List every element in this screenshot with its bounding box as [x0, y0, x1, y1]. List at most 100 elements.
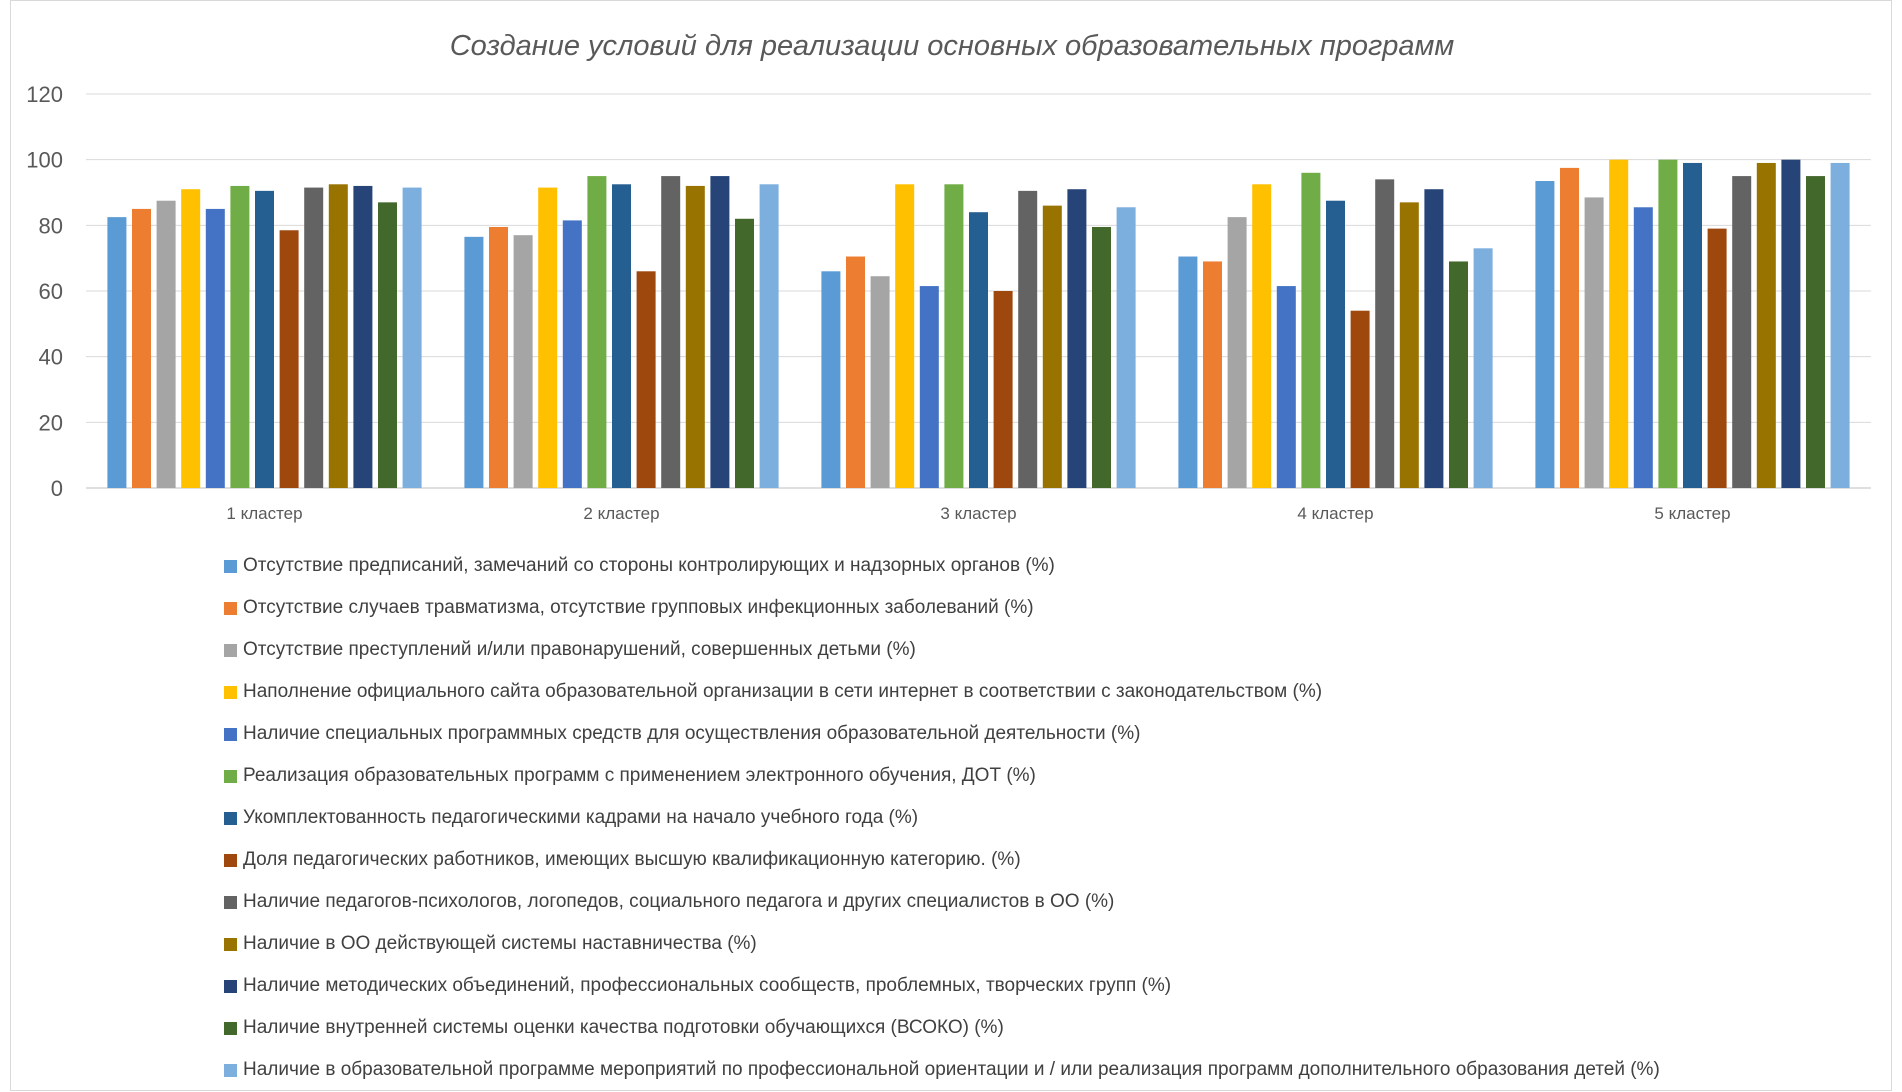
bar: [919, 286, 939, 488]
bar-chart: Создание условий для реализации основных…: [26, 30, 1871, 523]
legend-label: Доля педагогических работников, имеющих …: [243, 849, 1021, 870]
legend-label: Наличие в образовательной программе меро…: [243, 1059, 1660, 1080]
bar: [1781, 159, 1801, 489]
bar: [378, 202, 397, 488]
bar: [661, 176, 681, 488]
bar: [1178, 256, 1198, 488]
legend-item: Реализация образовательных программ с пр…: [224, 755, 1824, 797]
legend-swatch: [224, 1021, 237, 1035]
chart-title: Создание условий для реализации основных…: [450, 30, 1455, 62]
bar: [636, 271, 656, 488]
bar: [944, 184, 964, 489]
legend-item: Укомплектованность педагогическими кадра…: [224, 797, 1824, 839]
bar: [1658, 159, 1678, 489]
y-tick-label: 120: [26, 82, 63, 107]
bar: [1116, 207, 1136, 488]
bar: [1830, 162, 1850, 488]
legend-item: Наличие специальных программных средств …: [224, 713, 1824, 755]
legend-swatch: [224, 811, 237, 825]
bar: [402, 187, 422, 488]
legend-item: Отсутствие предписаний, замечаний со сто…: [224, 545, 1824, 587]
legend-label: Реализация образовательных программ с пр…: [243, 765, 1036, 786]
bar: [1560, 167, 1579, 489]
bar: [1609, 159, 1629, 489]
legend-swatch: [224, 895, 237, 909]
bar: [156, 200, 176, 488]
legend-swatch: [224, 727, 237, 741]
bar: [279, 230, 299, 488]
legend-swatch: [224, 601, 237, 615]
y-tick-label: 100: [26, 148, 63, 173]
legend-label: Наличие в ОО действующей системы наставн…: [243, 933, 757, 954]
bar: [1732, 176, 1752, 488]
bar: [1424, 189, 1444, 488]
bar: [895, 184, 915, 489]
bar: [612, 184, 631, 489]
bar: [107, 217, 127, 489]
legend-label: Отсутствие предписаний, замечаний со сто…: [243, 555, 1055, 576]
legend-item: Отсутствие преступлений и/или правонаруш…: [224, 629, 1824, 671]
x-axis-ticks: 1 кластер 2 кластер 3 кластер 4 кластер 5 кл…: [226, 504, 1730, 523]
bar: [1276, 286, 1296, 488]
legend-item: Доля педагогических работников, имеющих …: [224, 839, 1824, 881]
bar: [304, 187, 324, 488]
bar: [587, 176, 607, 488]
bar: [1301, 172, 1321, 489]
bar: [969, 212, 988, 488]
legend-item: Наличие в образовательной программе меро…: [224, 1049, 1824, 1091]
legend-item: Наличие в ОО действующей системы наставн…: [224, 923, 1824, 965]
legend-label: Наличие методических объединений, профес…: [243, 975, 1172, 996]
bar: [1683, 162, 1702, 488]
bar: [1067, 189, 1087, 488]
bar: [205, 208, 225, 489]
bar: [1584, 197, 1604, 489]
bar: [1756, 162, 1776, 488]
bar: [132, 208, 151, 489]
bar: [710, 176, 730, 488]
legend-swatch: [224, 937, 237, 951]
y-tick-label: 40: [39, 345, 63, 370]
legend-item: Наличие внутренней системы оценки качест…: [224, 1007, 1824, 1049]
bar: [1227, 217, 1247, 489]
bar: [328, 184, 348, 489]
bar: [1473, 248, 1493, 488]
legend-item: Наличие методических объединений, профес…: [224, 965, 1824, 1007]
legend: Отсутствие предписаний, замечаний со сто…: [224, 545, 1824, 1091]
legend-item: Отсутствие случаев травматизма, отсутств…: [224, 587, 1824, 629]
legend-swatch: [224, 559, 237, 573]
bar: [230, 185, 250, 488]
legend-item: Наполнение официального сайта образовате…: [224, 671, 1824, 713]
legend-swatch: [224, 769, 237, 783]
bar: [1092, 226, 1111, 489]
x-tick-label: 2 кластер: [583, 504, 659, 523]
legend-label: Наличие педагогов-психологов, логопедов,…: [243, 891, 1115, 912]
legend-swatch: [224, 1063, 237, 1077]
bar: [1326, 200, 1345, 488]
legend-label: Отсутствие случаев травматизма, отсутств…: [243, 597, 1034, 618]
bar: [821, 271, 841, 488]
bar: [846, 256, 865, 488]
y-tick-label: 0: [51, 476, 63, 501]
legend-swatch: [224, 979, 237, 993]
bar: [464, 236, 484, 488]
bar: [993, 291, 1013, 488]
bar: [489, 226, 508, 489]
x-tick-label: 5 кластер: [1654, 504, 1730, 523]
bar: [513, 235, 533, 488]
y-tick-label: 80: [39, 213, 63, 238]
x-tick-label: 3 кластер: [940, 504, 1016, 523]
bar: [1203, 261, 1222, 488]
x-tick-label: 4 кластер: [1297, 504, 1373, 523]
x-tick-label: 1 кластер: [226, 504, 302, 523]
legend-label: Наличие внутренней системы оценки качест…: [243, 1017, 1004, 1038]
bar: [562, 220, 582, 488]
legend-item: Наличие педагогов-психологов, логопедов,…: [224, 881, 1824, 923]
bar: [685, 185, 705, 488]
legend-label: Наполнение официального сайта образовате…: [243, 681, 1323, 702]
y-axis-ticks: 0 20 40 60 80 100 120: [26, 82, 63, 501]
legend-swatch: [224, 685, 237, 699]
legend-swatch: [224, 643, 237, 657]
bar: [255, 190, 274, 489]
y-tick-label: 60: [39, 279, 63, 304]
legend-label: Отсутствие преступлений и/или правонаруш…: [243, 639, 916, 660]
